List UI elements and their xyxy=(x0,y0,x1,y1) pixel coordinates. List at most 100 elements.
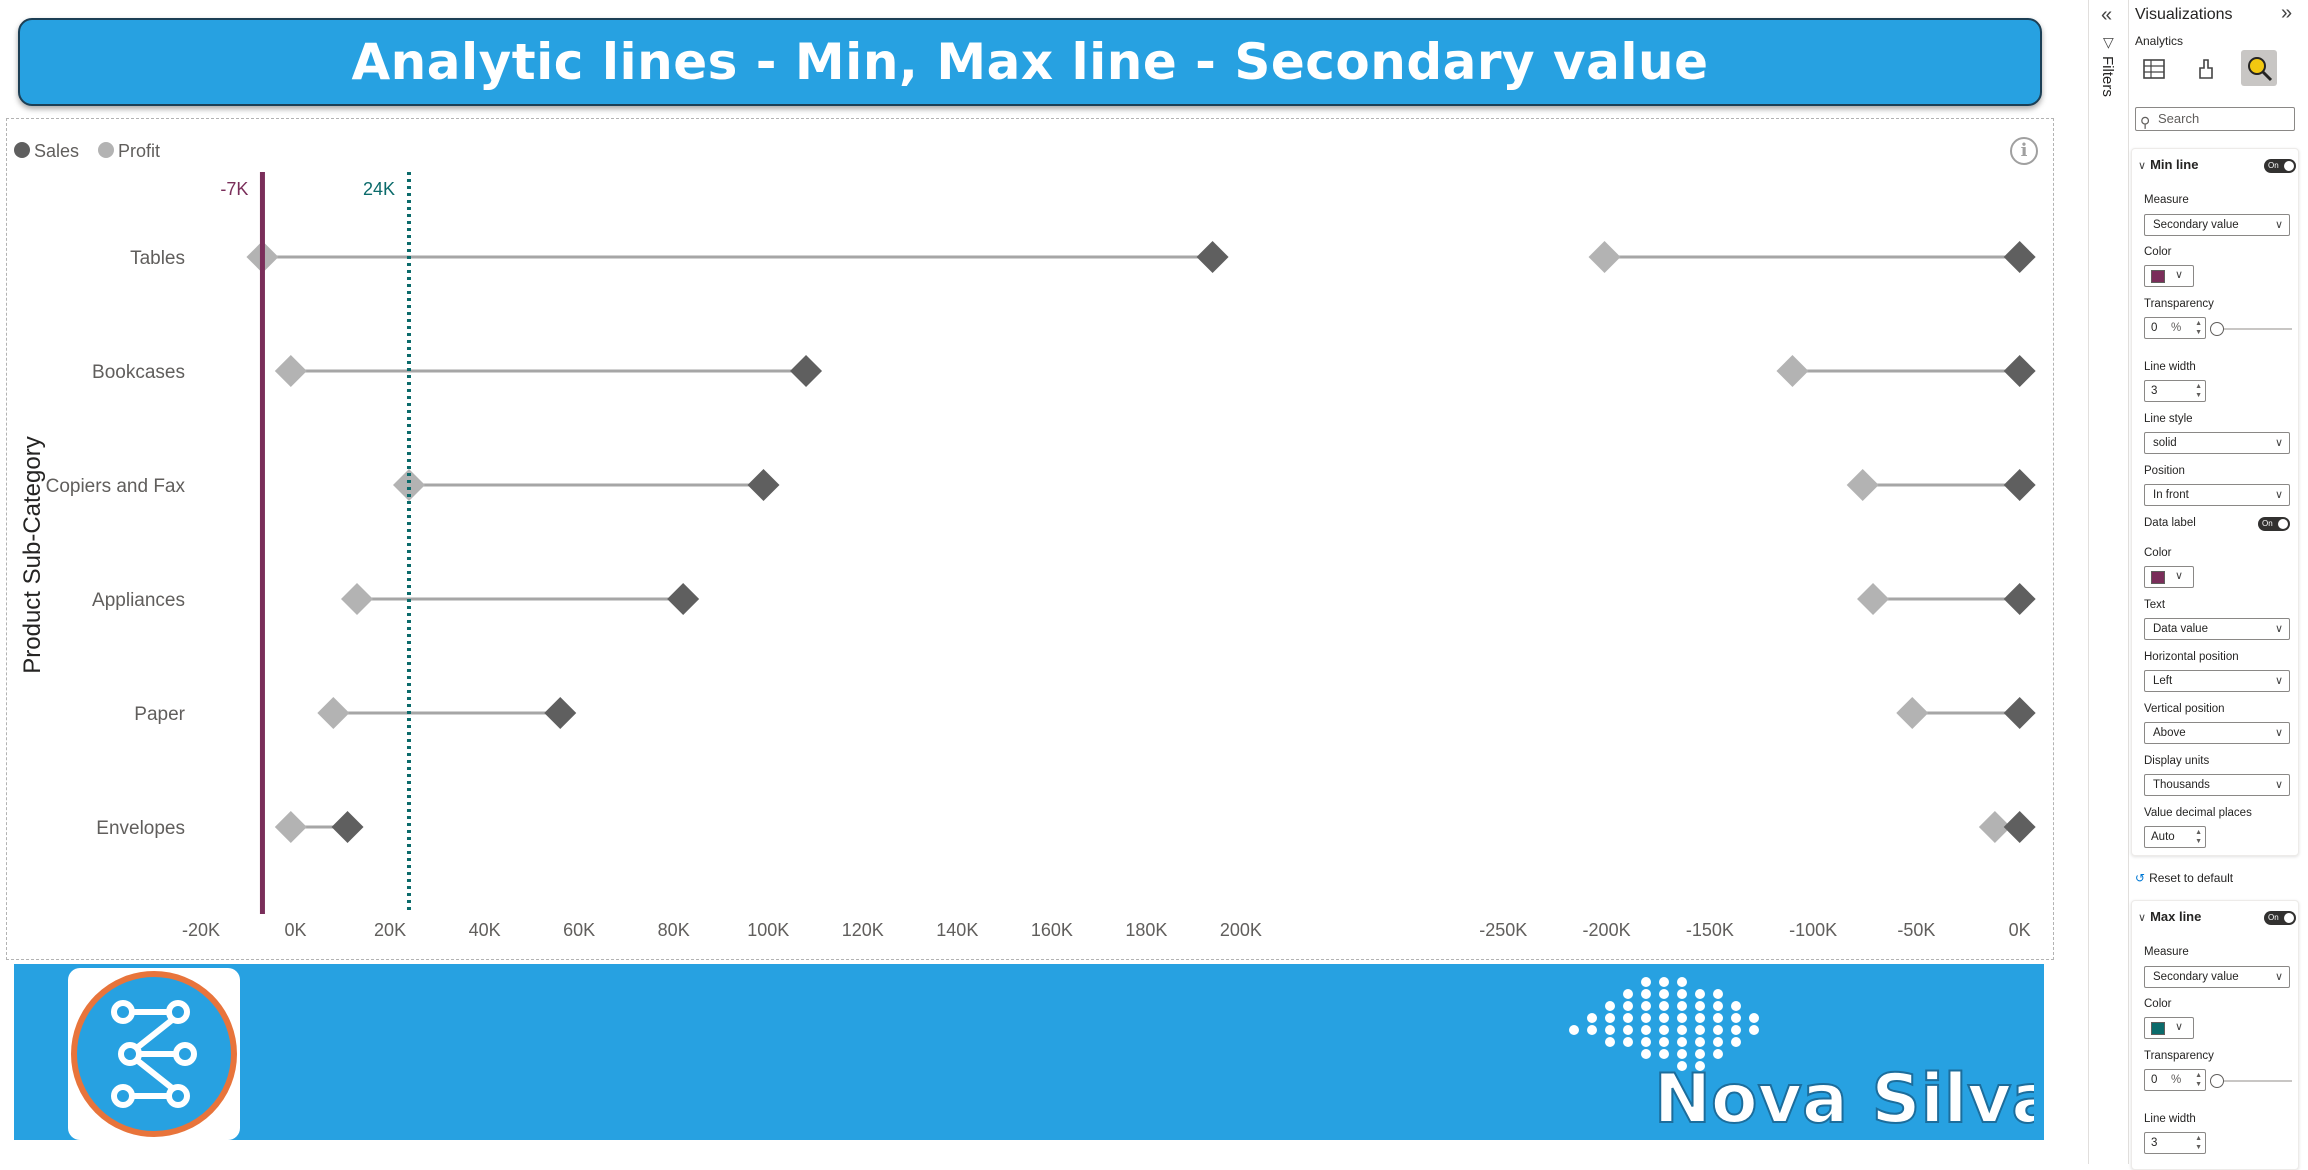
left-profit-marker xyxy=(392,469,425,501)
search-icon: ⚲ xyxy=(2140,114,2151,130)
filters-pane-collapsed[interactable]: « ▽ Filters xyxy=(2088,0,2128,1164)
x-tick-label: 100K xyxy=(747,920,789,940)
chevron-down-icon: ∨ xyxy=(2175,570,2184,582)
left-sales-marker xyxy=(790,355,823,387)
min-hpos-dropdown[interactable]: Left ∨ xyxy=(2144,670,2290,692)
dumbbell-chart: Sales Profit Product Sub-Category Tables Boo… xyxy=(14,141,2036,940)
funnel-icon: ▽ xyxy=(2103,34,2114,50)
min-data-label-toggle[interactable]: On xyxy=(2258,517,2290,531)
max-measure-dropdown[interactable]: Secondary value ∨ xyxy=(2144,966,2290,988)
min-line-label: -7K xyxy=(220,179,248,199)
left-sales-marker xyxy=(331,811,364,843)
info-icon[interactable]: i xyxy=(2010,137,2038,165)
brand-dot xyxy=(1587,1013,1597,1023)
x-tick-label: 140K xyxy=(936,920,978,940)
min-line-width-label: Line width xyxy=(2144,361,2196,373)
min-transparency-input[interactable]: 0% ▲ ▼ xyxy=(2144,317,2206,339)
min-decimals-input[interactable]: Auto ▲ ▼ xyxy=(2144,826,2206,848)
brand-dot xyxy=(1749,1013,1759,1023)
min-transparency-slider-thumb[interactable] xyxy=(2210,322,2224,336)
brand-dot xyxy=(1695,1049,1705,1059)
brand-dot xyxy=(1659,1001,1669,1011)
brand-dot xyxy=(1641,1049,1651,1059)
category-label: Bookcases xyxy=(92,362,185,383)
format-visual-icon[interactable] xyxy=(2191,54,2221,84)
report-title-banner: Analytic lines - Min, Max line - Seconda… xyxy=(18,18,2042,106)
brand-dot xyxy=(1713,1025,1723,1035)
brand-dot xyxy=(1749,1025,1759,1035)
x-tick-label: -20K xyxy=(182,920,220,940)
brand-dot xyxy=(1623,1025,1633,1035)
legend-label: Profit xyxy=(118,141,160,161)
max-line-width-input[interactable]: 3 ▲ ▼ xyxy=(2144,1132,2206,1154)
chevron-down-icon: ∨ xyxy=(2274,489,2283,501)
chain-logo-icon xyxy=(71,971,237,1137)
min-label-color-picker[interactable]: ∨ xyxy=(2144,566,2194,588)
min-line-card: ∨ Min line On Measure Secondary value ∨ Co… xyxy=(2131,148,2299,856)
max-line-card: ∨ Max line On Measure Secondary value ∨ Co… xyxy=(2131,900,2299,1170)
max-line-label: 24K xyxy=(363,179,395,199)
search-input[interactable]: ⚲ Search xyxy=(2135,107,2295,131)
min-line-style-label: Line style xyxy=(2144,413,2193,425)
min-measure-dropdown[interactable]: Secondary value ∨ xyxy=(2144,214,2290,236)
right-sales-marker xyxy=(2003,583,2036,615)
x-tick-label: 40K xyxy=(469,920,501,940)
brand-dot xyxy=(1731,1001,1741,1011)
min-text-dropdown[interactable]: Data value ∨ xyxy=(2144,618,2290,640)
max-transparency-slider-track[interactable] xyxy=(2214,1080,2292,1082)
min-line-toggle[interactable]: On xyxy=(2264,159,2296,173)
left-sales-marker xyxy=(1196,241,1229,273)
build-visual-icon[interactable] xyxy=(2139,54,2169,84)
category-label: Tables xyxy=(130,248,185,269)
max-transparency-label: Transparency xyxy=(2144,1050,2214,1062)
brand-dot xyxy=(1731,1037,1741,1047)
brand-dot xyxy=(1641,1013,1651,1023)
brand-dot xyxy=(1641,1001,1651,1011)
min-line-width-input[interactable]: 3 ▲ ▼ xyxy=(2144,380,2206,402)
viz-pane-subtitle: Analytics xyxy=(2135,34,2184,48)
analytics-icon[interactable] xyxy=(2241,50,2277,86)
max-transparency-input[interactable]: 0% ▲ ▼ xyxy=(2144,1069,2206,1091)
brand-dot xyxy=(1659,1037,1669,1047)
max-transparency-slider-thumb[interactable] xyxy=(2210,1074,2224,1088)
max-measure-label: Measure xyxy=(2144,946,2189,958)
brand-dot xyxy=(1659,1025,1669,1035)
right-profit-marker xyxy=(1846,469,1879,501)
category-label: Appliances xyxy=(92,590,185,611)
max-line-toggle[interactable]: On xyxy=(2264,911,2296,925)
min-decimals-label: Value decimal places xyxy=(2144,807,2252,819)
reset-to-default-link[interactable]: ↺ Reset to default xyxy=(2135,871,2234,885)
min-vpos-dropdown[interactable]: Above ∨ xyxy=(2144,722,2290,744)
x-tick-label: 20K xyxy=(374,920,406,940)
left-profit-marker xyxy=(274,811,307,843)
dumbbell-chart-visual[interactable] xyxy=(6,118,2054,960)
filters-label[interactable]: Filters xyxy=(2099,56,2116,97)
brand-name: Nova Silva xyxy=(1654,1060,2034,1136)
brand-dot xyxy=(1623,1037,1633,1047)
min-line-style-dropdown[interactable]: solid ∨ xyxy=(2144,432,2290,454)
chevron-down-icon: ∨ xyxy=(2274,779,2283,791)
max-color-picker[interactable]: ∨ xyxy=(2144,1017,2194,1039)
legend-marker xyxy=(98,142,114,158)
brand-dot xyxy=(1641,989,1651,999)
min-color-picker[interactable]: ∨ xyxy=(2144,265,2194,287)
min-label-color-label: Color xyxy=(2144,547,2172,559)
collapse-left-icon[interactable]: « xyxy=(2101,4,2113,26)
category-label: Envelopes xyxy=(96,818,185,839)
min-line-header[interactable]: ∨ Min line xyxy=(2138,157,2199,172)
min-units-dropdown[interactable]: Thousands ∨ xyxy=(2144,774,2290,796)
x-tick-label: -150K xyxy=(1686,920,1734,940)
chevron-down-icon: ∨ xyxy=(2274,437,2283,449)
expand-right-icon[interactable]: » xyxy=(2281,2,2293,24)
report-canvas: Analytic lines - Min, Max line - Seconda… xyxy=(6,18,2054,1140)
brand-dot xyxy=(1605,1037,1615,1047)
min-transparency-slider-track[interactable] xyxy=(2214,328,2292,330)
brand-dot xyxy=(1677,1061,1687,1071)
min-data-label-label: Data label xyxy=(2144,517,2196,529)
chevron-down-icon: ∨ xyxy=(2175,1021,2184,1033)
max-line-header[interactable]: ∨ Max line xyxy=(2138,909,2202,924)
min-position-dropdown[interactable]: In front ∨ xyxy=(2144,484,2290,506)
x-tick-label: -200K xyxy=(1583,920,1631,940)
category-label: Copiers and Fax xyxy=(46,476,186,497)
search-placeholder: Search xyxy=(2158,111,2200,126)
